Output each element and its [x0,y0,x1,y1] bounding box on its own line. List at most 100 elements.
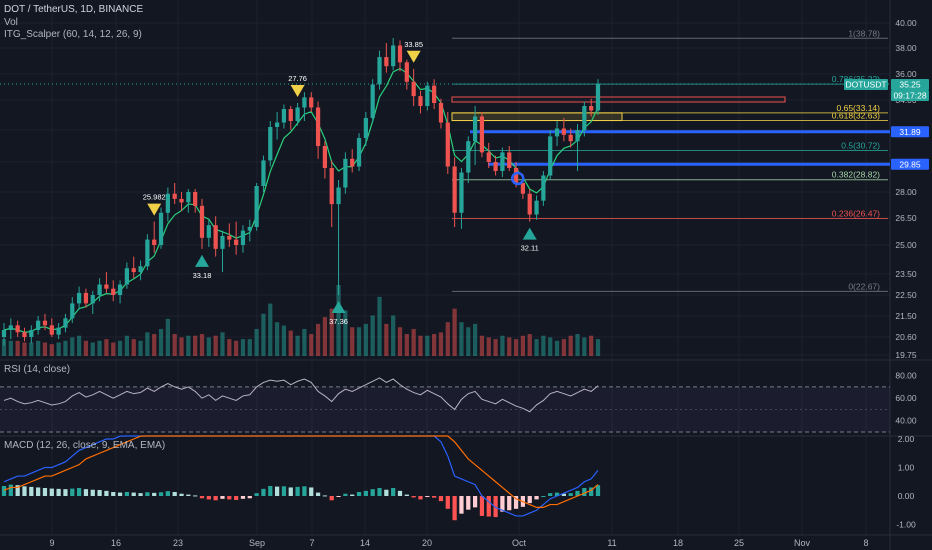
volume-bar [254,328,259,356]
volume-bar [384,323,389,356]
candle-body [520,183,526,194]
candle-body [281,109,287,123]
candle-body [541,175,546,201]
macd-histogram-bar [370,489,375,496]
candle-body [158,212,164,245]
macd-histogram-bar [145,492,150,496]
macd-histogram-bar [418,496,423,500]
level-badge: 29.85 [899,159,921,169]
candle-body [302,97,307,108]
macd-histogram-bar [261,488,266,496]
buy-signal-triangle [331,301,346,313]
candle-body [500,152,505,171]
macd-histogram-bar [425,496,430,497]
candle-body [274,122,280,127]
candle-body [15,325,20,333]
time-axis-label: 25 [734,538,744,548]
macd-histogram-bar [42,488,48,496]
candle-body [213,225,218,249]
candle-body [466,141,471,173]
candle-body [350,158,355,167]
candle-body [472,116,478,142]
volume-bar [363,323,368,356]
macd-histogram-bar [438,496,444,502]
macd-histogram-bar [152,492,157,496]
volume-bar [445,322,450,356]
volume-bar [268,303,273,356]
volume-bar [452,308,457,356]
sell-signal-label: 27.76 [288,74,307,83]
candle-body [438,103,444,123]
time-axis-label: Sep [249,538,265,548]
time-axis-label: Oct [512,538,527,548]
sell-signal-label: 25.982 [143,193,166,202]
volume-bar [1,339,7,356]
volume-bar [83,340,89,356]
time-axis-label: 23 [173,538,183,548]
volume-bar [56,342,61,356]
volume-bar [90,342,95,356]
volume-bar [124,335,130,356]
candle-body [445,122,450,167]
candle-body [145,239,150,267]
sell-signal-triangle [147,203,162,216]
macd-histogram-bar [575,490,580,496]
fib-level-label: 0.618(32.63) [832,111,880,121]
volume-bar [391,315,396,356]
candle-body [397,45,403,63]
candle-body [582,106,587,130]
last-price-badge: 35.25 [899,80,921,90]
macd-histogram-bar [213,496,218,501]
macd-histogram-bar [193,495,198,497]
candle-body [247,227,252,231]
blue-circle-marker [510,171,525,186]
macd-histogram-bar [500,496,505,512]
rsi-label: RSI (14, close) [4,364,71,375]
fib-level-label: 0.382(28.82) [832,170,880,180]
macd-histogram-bar [595,485,601,496]
candle-body [268,127,273,161]
macd-histogram-bar [527,496,532,504]
macd-histogram-bar [493,496,498,518]
price-axis-tick: 25.00 [895,240,917,250]
buy-signal-label: 37.36 [329,317,348,326]
candle-body [193,192,198,206]
volume-bar [548,337,553,356]
volume-bar [322,317,328,356]
golden-zone [451,112,623,122]
macd-histogram-bar [513,496,519,509]
macd-histogram-bar [411,496,416,498]
volume-bar [104,339,109,356]
candle-body [411,81,416,97]
last-price-badge-bg [891,79,929,90]
symbol-title: DOT / TetherUS, 1D, BINANCE [4,4,144,15]
volume-bar [240,339,246,356]
candle-body [589,106,594,111]
candle-body [527,193,532,215]
volume-bar [595,339,601,356]
candle-body [199,205,205,238]
sell-signal-triangle [290,85,305,97]
macd-histogram-bar [76,488,82,496]
macd-histogram-bar [1,486,7,496]
volume-bar [117,340,123,356]
candle-body [152,239,157,245]
volume-bar [111,342,116,356]
price-axis-tick: 22.50 [895,290,917,300]
macd-histogram-bar [350,494,355,496]
candle-body [104,284,109,289]
volume-bar [220,332,225,356]
candle-body [240,230,246,245]
macd-histogram-bar [466,496,471,510]
macd-histogram-bar [589,487,594,496]
volume-bar [438,332,444,356]
macd-histogram-bar [322,495,328,497]
time-axis-label: 8 [863,538,868,548]
volume-bar [206,337,211,356]
volume-label: Vol [4,17,18,28]
volume-bar [138,340,143,356]
time-axis-label: Nov [794,538,811,548]
macd-histogram-bar [22,486,27,496]
candle-body [309,97,314,108]
